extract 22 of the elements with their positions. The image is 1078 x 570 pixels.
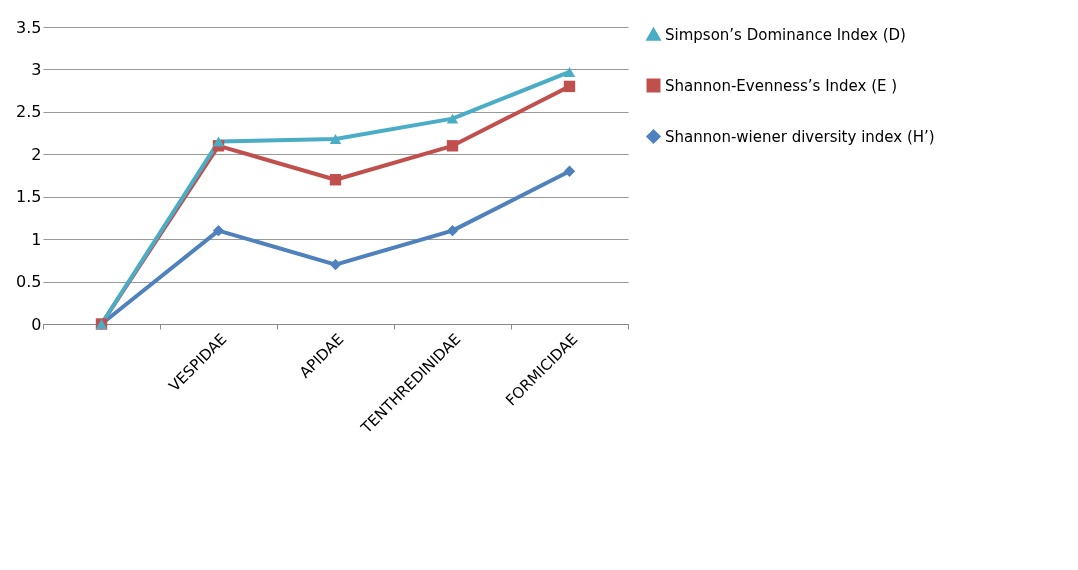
point (446, 224, 459, 237)
point (212, 136, 225, 147)
y-tick-label: 3.5 (16, 17, 42, 37)
point (446, 113, 459, 124)
point (446, 140, 459, 152)
y-tick-label: 2 (31, 144, 42, 164)
point (563, 80, 576, 93)
y-tick-label: 3 (31, 59, 42, 79)
y-tick-label: 1.5 (16, 187, 42, 207)
y-tick-label: 0 (31, 314, 42, 334)
point (329, 174, 342, 186)
y-tick-label: 0.5 (16, 272, 42, 292)
y-tick-label: 2.5 (16, 102, 42, 122)
point (329, 134, 342, 144)
point (563, 165, 576, 177)
point (329, 258, 342, 271)
legend-label: Simpson’s Dominance Index (D) (665, 25, 906, 44)
legend-label: Shannon-wiener diversity index (H’) (665, 127, 935, 146)
point (563, 67, 576, 77)
y-tick-label: 1 (31, 229, 42, 249)
legend-label: Shannon-Evenness’s Index (E ) (665, 76, 898, 95)
point (212, 224, 225, 237)
